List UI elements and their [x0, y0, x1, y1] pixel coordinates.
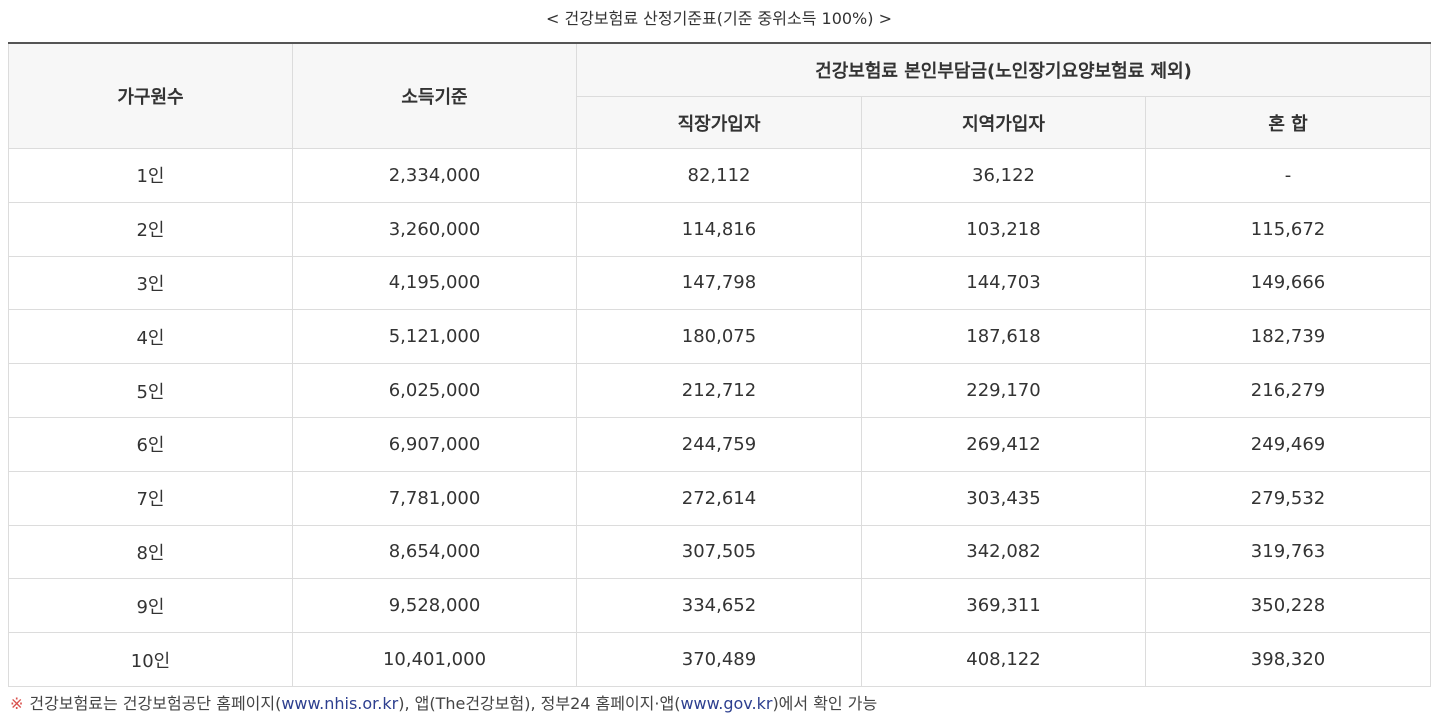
cell-income: 6,025,000 [292, 363, 577, 418]
cell-workplace: 244,759 [576, 416, 862, 472]
nhis-link[interactable]: www.nhis.or.kr [281, 694, 399, 713]
cell-regional: 408,122 [861, 632, 1146, 687]
cell-mixed: 182,739 [1144, 309, 1432, 365]
cell-workplace: 334,652 [576, 578, 862, 634]
table-row: 10인 10,401,000 370,489 408,122 398,320 [8, 632, 1432, 687]
cell-income: 10,401,000 [292, 632, 577, 687]
footnote-text-1: 건강보험료는 건강보험공단 홈페이지( [29, 694, 282, 713]
table-row: 2인 3,260,000 114,816 103,218 115,672 [8, 201, 1432, 257]
table-caption: < 건강보험료 산정기준표(기준 중위소득 100%) > [546, 9, 892, 28]
cell-regional: 36,122 [861, 148, 1146, 203]
cell-household: 9인 [8, 578, 293, 634]
cell-mixed: 249,469 [1144, 416, 1432, 472]
header-household: 가구원수 [8, 42, 293, 149]
cell-income: 4,195,000 [292, 255, 577, 311]
cell-workplace: 180,075 [576, 309, 862, 365]
cell-household: 8인 [8, 524, 293, 580]
cell-workplace: 82,112 [576, 148, 862, 203]
table-row: 9인 9,528,000 334,652 369,311 350,228 [8, 578, 1432, 634]
cell-mixed: 398,320 [1144, 632, 1432, 687]
insurance-rate-table: 가구원수 소득기준 건강보험료 본인부담금(노인장기요양보험료 제외) 직장가입… [8, 42, 1432, 687]
table-row: 1인 2,334,000 82,112 36,122 - [8, 148, 1432, 203]
reference-mark-icon: ※ [10, 694, 24, 713]
cell-mixed: 216,279 [1144, 363, 1432, 418]
cell-household: 5인 [8, 363, 293, 418]
table-row: 5인 6,025,000 212,712 229,170 216,279 [8, 363, 1432, 418]
cell-workplace: 114,816 [576, 201, 862, 257]
cell-workplace: 307,505 [576, 524, 862, 580]
footnote-text-2: ), 앱(The건강보험), 정부24 홈페이지·앱( [398, 694, 681, 713]
cell-regional: 229,170 [861, 363, 1146, 418]
table-row: 8인 8,654,000 307,505 342,082 319,763 [8, 524, 1432, 580]
cell-mixed: - [1144, 148, 1432, 203]
cell-income: 2,334,000 [292, 148, 577, 203]
header-mixed: 혼 합 [1144, 96, 1432, 149]
cell-mixed: 149,666 [1144, 255, 1432, 311]
cell-income: 7,781,000 [292, 470, 577, 526]
cell-income: 3,260,000 [292, 201, 577, 257]
cell-regional: 144,703 [861, 255, 1146, 311]
cell-household: 10인 [8, 632, 293, 687]
cell-mixed: 279,532 [1144, 470, 1432, 526]
cell-mixed: 350,228 [1144, 578, 1432, 634]
table-row: 6인 6,907,000 244,759 269,412 249,469 [8, 416, 1432, 472]
cell-income: 8,654,000 [292, 524, 577, 580]
cell-income: 6,907,000 [292, 416, 577, 472]
cell-household: 1인 [8, 148, 293, 203]
cell-household: 3인 [8, 255, 293, 311]
cell-regional: 342,082 [861, 524, 1146, 580]
table-row: 7인 7,781,000 272,614 303,435 279,532 [8, 470, 1432, 526]
table-row: 3인 4,195,000 147,798 144,703 149,666 [8, 255, 1432, 311]
table-row: 4인 5,121,000 180,075 187,618 182,739 [8, 309, 1432, 365]
header-workplace: 직장가입자 [576, 96, 862, 149]
footnote-text-3: )에서 확인 가능 [772, 694, 878, 713]
header-premium-group: 건강보험료 본인부담금(노인장기요양보험료 제외) [575, 42, 1432, 97]
cell-mixed: 319,763 [1144, 524, 1432, 580]
cell-regional: 303,435 [861, 470, 1146, 526]
footnote: ※ 건강보험료는 건강보험공단 홈페이지(www.nhis.or.kr), 앱(T… [10, 690, 877, 718]
gov-link[interactable]: www.gov.kr [680, 694, 773, 713]
cell-mixed: 115,672 [1144, 201, 1432, 257]
cell-workplace: 147,798 [576, 255, 862, 311]
cell-workplace: 212,712 [576, 363, 862, 418]
cell-workplace: 370,489 [576, 632, 862, 687]
cell-income: 5,121,000 [292, 309, 577, 365]
header-income: 소득기준 [292, 42, 577, 149]
cell-regional: 369,311 [861, 578, 1146, 634]
cell-workplace: 272,614 [576, 470, 862, 526]
cell-household: 2인 [8, 201, 293, 257]
cell-regional: 187,618 [861, 309, 1146, 365]
cell-regional: 269,412 [861, 416, 1146, 472]
cell-household: 7인 [8, 470, 293, 526]
cell-household: 6인 [8, 416, 293, 472]
cell-regional: 103,218 [861, 201, 1146, 257]
cell-income: 9,528,000 [292, 578, 577, 634]
cell-household: 4인 [8, 309, 293, 365]
header-regional: 지역가입자 [861, 96, 1146, 149]
